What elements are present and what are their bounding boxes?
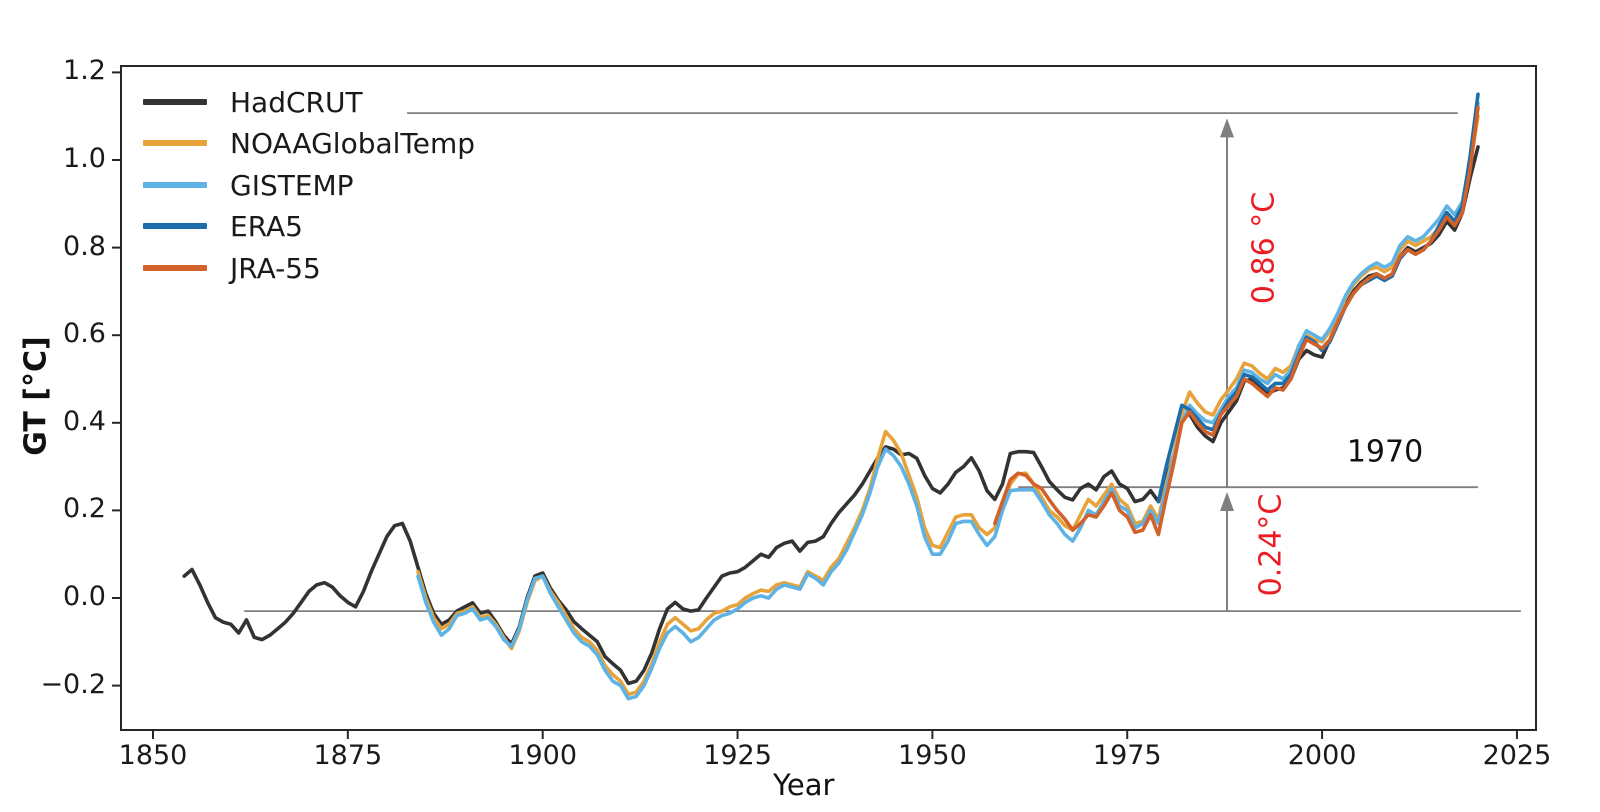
annotation-1970: 1970 [1346, 434, 1424, 470]
axes-frame [120, 65, 1537, 731]
x-tick-label: 1900 [508, 740, 578, 771]
arrow-head-icon [1220, 118, 1235, 138]
x-tick-label: 1950 [898, 740, 967, 771]
x-tick-label: 2025 [1482, 740, 1552, 771]
y-tick-label: 1.2 [63, 55, 106, 87]
annotation-086c: 0.86 °C [1246, 191, 1282, 305]
series-line-gistemp [416, 101, 1480, 701]
legend-label: NOAAGlobalTemp [230, 126, 476, 160]
x-tick-label: 1925 [703, 740, 772, 771]
era5-line-swatch [143, 223, 207, 229]
y-tick-label: 0.0 [63, 581, 106, 612]
x-tick-label: 2000 [1287, 740, 1357, 771]
x-tick-label: 1975 [1092, 740, 1162, 771]
legend-item-era5: ERA5 [143, 208, 303, 244]
y-tick-label: 0.4 [63, 405, 106, 437]
x-tick-label: 1875 [313, 740, 383, 771]
series-line-hadcrut [182, 145, 1480, 686]
y-tick-label: −0.2 [40, 668, 106, 700]
y-tick-label: 1.0 [63, 143, 106, 174]
legend-label: ERA5 [230, 209, 303, 243]
annotation-024c: 0.24°C [1253, 493, 1289, 597]
series-line-noaaglobaltemp [416, 114, 1480, 697]
legend-item-hadcrut: HadCRUT [143, 84, 363, 120]
arrow-head-icon [1220, 492, 1235, 512]
legend-label: JRA-55 [230, 251, 321, 285]
legend-label: HadCRUT [230, 85, 363, 119]
series-line-era5 [1156, 92, 1480, 504]
y-axis-label: GT [°C] [18, 336, 54, 456]
legend-label: GISTEMP [230, 168, 354, 202]
y-tick-label: 0.6 [63, 318, 106, 350]
y-tick-label: 0.8 [63, 230, 106, 262]
noaa-line-swatch [143, 140, 207, 146]
legend-item-noaaglobaltemp: NOAAGlobalTemp [143, 125, 475, 161]
hadcrut-line-swatch [143, 99, 207, 105]
x-tick-label: 1850 [118, 740, 188, 771]
jra55-line-swatch [143, 265, 207, 271]
y-tick-label: 0.2 [63, 493, 106, 525]
x-axis-label: Year [773, 768, 835, 802]
legend-item-jra55: JRA-55 [143, 250, 321, 286]
gistemp-line-swatch [143, 182, 207, 188]
legend-item-gistemp: GISTEMP [143, 167, 354, 203]
series-line-jra-55 [992, 105, 1480, 537]
